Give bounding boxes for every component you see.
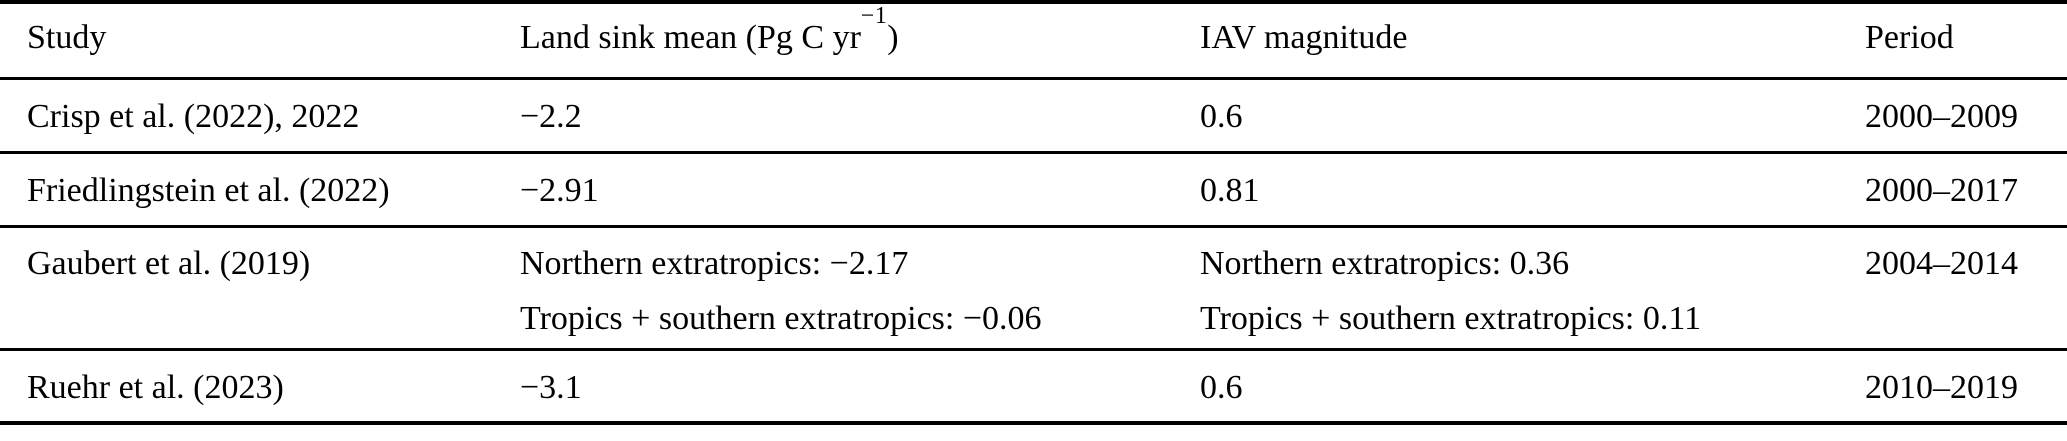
- col-header-land-sink-mean: Land sink mean (Pg C yr−1): [520, 2, 1200, 78]
- cell-line: −2.91: [520, 171, 599, 209]
- land-sink-studies-table: Study Land sink mean (Pg C yr−1) IAV mag…: [0, 0, 2067, 425]
- cell-period: 2004–2014: [1865, 244, 2018, 282]
- cell-study: Friedlingstein et al. (2022): [27, 171, 390, 209]
- cell-iav-magnitude: 0.81: [1200, 152, 1865, 226]
- cell-land-sink-mean: −2.2: [520, 78, 1200, 152]
- table-row: Gaubert et al. (2019) Northern extratrop…: [0, 226, 2067, 349]
- col-header-study: Study: [27, 19, 107, 56]
- cell-line: 0.81: [1200, 171, 1260, 209]
- cell-iav-magnitude: 0.6: [1200, 78, 1865, 152]
- cell-line: −3.1: [520, 368, 582, 406]
- land-sink-unit-superscript: −1: [860, 2, 888, 29]
- cell-study: Ruehr et al. (2023): [27, 368, 284, 406]
- cell-line: 0.6: [1200, 368, 1243, 406]
- col-header-iav-magnitude: IAV magnitude: [1200, 19, 1408, 56]
- table-header: Study Land sink mean (Pg C yr−1) IAV mag…: [0, 2, 2067, 78]
- col-header-period: Period: [1865, 19, 1954, 56]
- cell-line: −2.2: [520, 97, 582, 135]
- cell-line: Tropics + southern extratropics: −0.06: [520, 299, 1042, 337]
- land-sink-unit-suffix: ): [887, 19, 899, 56]
- cell-line: Tropics + southern extratropics: 0.11: [1200, 299, 1702, 337]
- cell-iav-magnitude: 0.6: [1200, 349, 1865, 423]
- table-body: Crisp et al. (2022), 2022 −2.2 0.6 2000–…: [0, 78, 2067, 423]
- land-sink-unit-prefix: Land sink mean (Pg C yr: [520, 19, 861, 56]
- cell-line: Northern extratropics: 0.36: [1200, 244, 1570, 282]
- header-row: Study Land sink mean (Pg C yr−1) IAV mag…: [0, 2, 2067, 78]
- cell-line: 0.6: [1200, 97, 1243, 135]
- table-row: Crisp et al. (2022), 2022 −2.2 0.6 2000–…: [0, 78, 2067, 152]
- cell-iav-magnitude: Northern extratropics: 0.36 Tropics + so…: [1200, 226, 1865, 349]
- cell-study: Crisp et al. (2022), 2022: [27, 97, 360, 135]
- table-row: Ruehr et al. (2023) −3.1 0.6 2010–2019: [0, 349, 2067, 423]
- table-row: Friedlingstein et al. (2022) −2.91 0.81 …: [0, 152, 2067, 226]
- cell-land-sink-mean: −3.1: [520, 349, 1200, 423]
- cell-period: 2000–2017: [1865, 171, 2018, 209]
- cell-land-sink-mean: −2.91: [520, 152, 1200, 226]
- cell-period: 2000–2009: [1865, 97, 2018, 135]
- cell-line: Northern extratropics: −2.17: [520, 244, 909, 282]
- cell-period: 2010–2019: [1865, 368, 2018, 406]
- cell-study: Gaubert et al. (2019): [27, 244, 311, 282]
- cell-land-sink-mean: Northern extratropics: −2.17 Tropics + s…: [520, 226, 1200, 349]
